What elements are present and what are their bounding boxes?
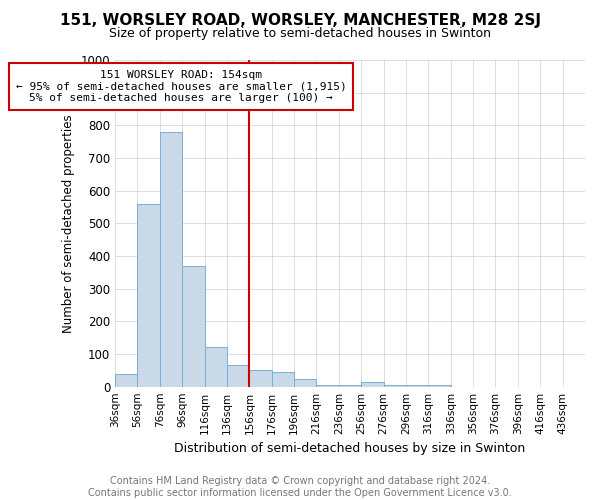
Bar (428, 385, 451, 386)
Text: Size of property relative to semi-detached houses in Swinton: Size of property relative to semi-detach… (109, 28, 491, 40)
Bar (316, 385, 339, 386)
Bar (294, 378, 316, 386)
Bar (137, 204, 160, 386)
X-axis label: Distribution of semi-detached houses by size in Swinton: Distribution of semi-detached houses by … (175, 442, 526, 455)
Text: 151 WORSLEY ROAD: 154sqm
← 95% of semi-detached houses are smaller (1,915)
5% of: 151 WORSLEY ROAD: 154sqm ← 95% of semi-d… (16, 70, 346, 103)
Bar (227, 366, 250, 386)
Bar (160, 132, 182, 386)
Bar (205, 348, 227, 387)
Bar (182, 266, 205, 386)
Text: 151, WORSLEY ROAD, WORSLEY, MANCHESTER, M28 2SJ: 151, WORSLEY ROAD, WORSLEY, MANCHESTER, … (59, 12, 541, 28)
Y-axis label: Number of semi-detached properties: Number of semi-detached properties (62, 114, 75, 332)
Bar (250, 370, 272, 386)
Bar (406, 385, 428, 386)
Bar (339, 385, 361, 386)
Bar (383, 385, 406, 386)
Text: Contains HM Land Registry data © Crown copyright and database right 2024.
Contai: Contains HM Land Registry data © Crown c… (88, 476, 512, 498)
Bar (115, 374, 137, 386)
Bar (272, 372, 294, 386)
Bar (361, 382, 383, 386)
